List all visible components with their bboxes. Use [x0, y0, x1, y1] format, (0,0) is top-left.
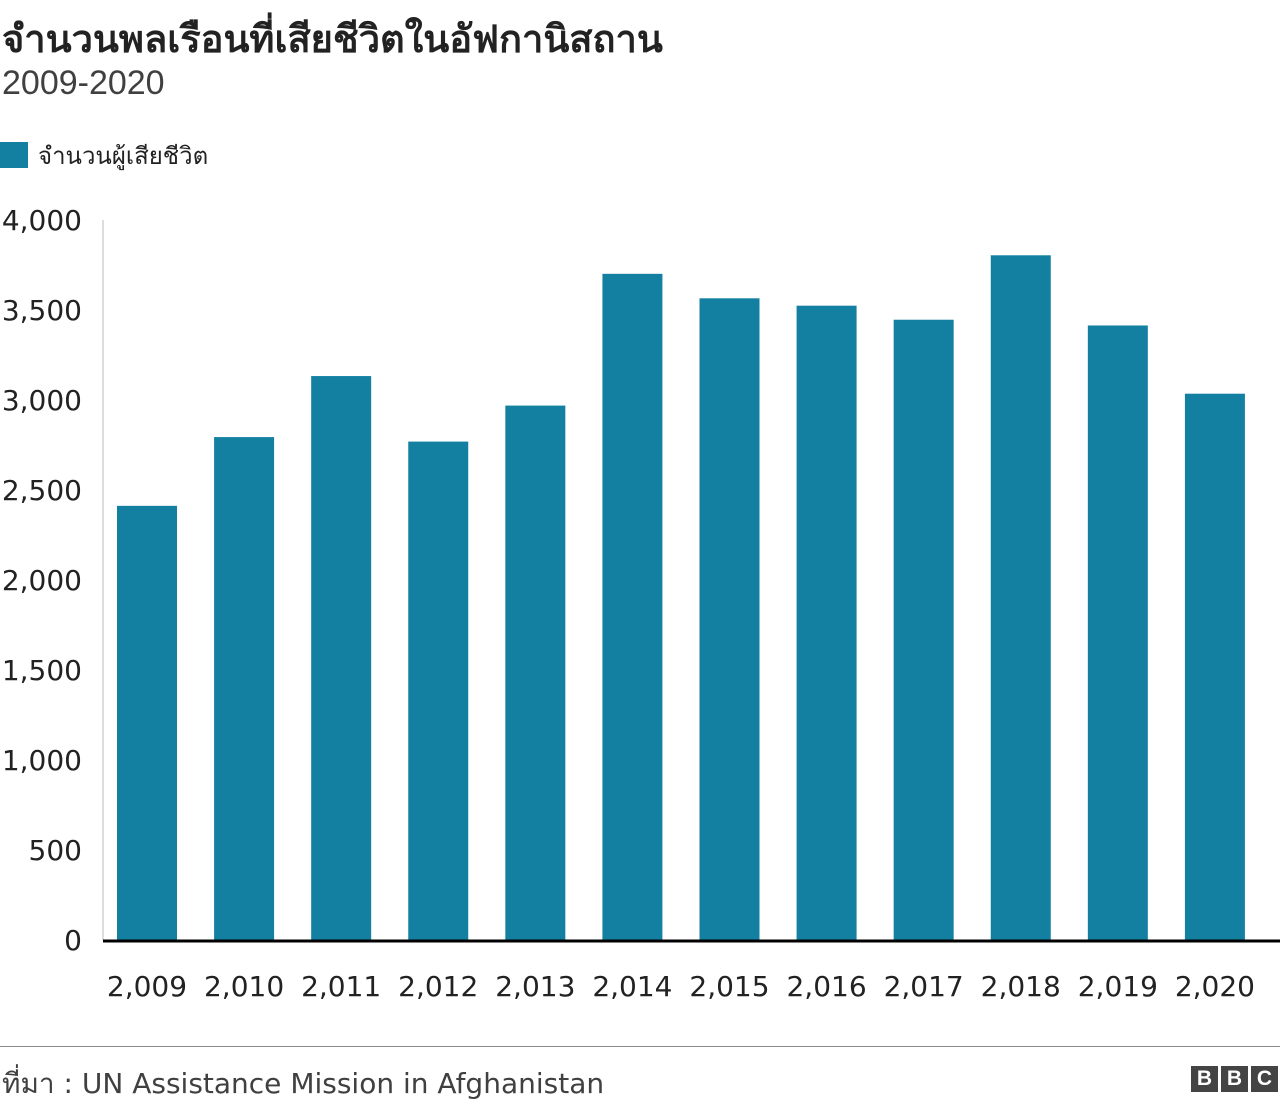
x-tick-label: 2,010	[204, 970, 284, 1003]
bar	[796, 305, 857, 940]
y-tick-label: 2,500	[2, 474, 82, 507]
y-tick-label: 2,000	[2, 564, 82, 597]
x-tick-label: 2,012	[398, 970, 478, 1003]
bbc-logo-letter: B	[1221, 1066, 1248, 1092]
bar	[214, 437, 275, 940]
x-tick-label: 2,013	[495, 970, 575, 1003]
bbc-logo-letter: B	[1191, 1066, 1218, 1092]
y-tick-label: 3,000	[2, 384, 82, 417]
x-tick-label: 2,018	[981, 970, 1061, 1003]
y-tick-label: 3,500	[2, 294, 82, 327]
bar	[408, 441, 469, 940]
legend-swatch	[0, 142, 28, 168]
chart-title: จำนวนพลเรือนที่เสียชีวิตในอัฟกานิสถาน	[2, 17, 663, 61]
x-tick-label: 2,016	[786, 970, 866, 1003]
bar	[117, 505, 177, 940]
bar	[699, 298, 760, 940]
bar	[990, 255, 1051, 940]
y-tick-label: 500	[29, 834, 82, 867]
x-tick-label: 2,015	[689, 970, 769, 1003]
x-tick-label: 2,017	[884, 970, 964, 1003]
bar-chart: 0 500 1,000 1,500 2,000 2,500 3,000 3,500 4,000 2…	[2, 204, 1280, 1003]
source-note: ที่มา : UN Assistance Mission in Afghani…	[2, 1067, 605, 1100]
bar	[893, 319, 954, 941]
x-tick-label: 2,014	[592, 970, 672, 1003]
bar	[505, 405, 566, 940]
legend-label: จำนวนผู้เสียชีวิต	[38, 141, 209, 170]
x-tick-label: 2,011	[301, 970, 381, 1003]
bbc-logo-letter: C	[1251, 1066, 1278, 1092]
bar	[1184, 393, 1245, 940]
x-tick-label: 2,019	[1078, 970, 1158, 1003]
x-tick-label: 2,020	[1175, 970, 1255, 1003]
y-tick-label: 1,000	[2, 744, 82, 777]
footer-divider	[0, 1046, 1280, 1047]
y-tick-label: 1,500	[2, 654, 82, 687]
bar	[602, 273, 663, 940]
bar	[1087, 325, 1148, 940]
bbc-logo: B B C	[1191, 1066, 1278, 1092]
chart-subtitle: 2009-2020	[2, 64, 165, 102]
x-tick-label: 2,009	[107, 970, 187, 1003]
y-tick-label: 4,000	[2, 204, 82, 237]
bar	[311, 376, 372, 940]
legend: จำนวนผู้เสียชีวิต	[0, 140, 208, 170]
y-tick-label: 0	[64, 924, 82, 957]
